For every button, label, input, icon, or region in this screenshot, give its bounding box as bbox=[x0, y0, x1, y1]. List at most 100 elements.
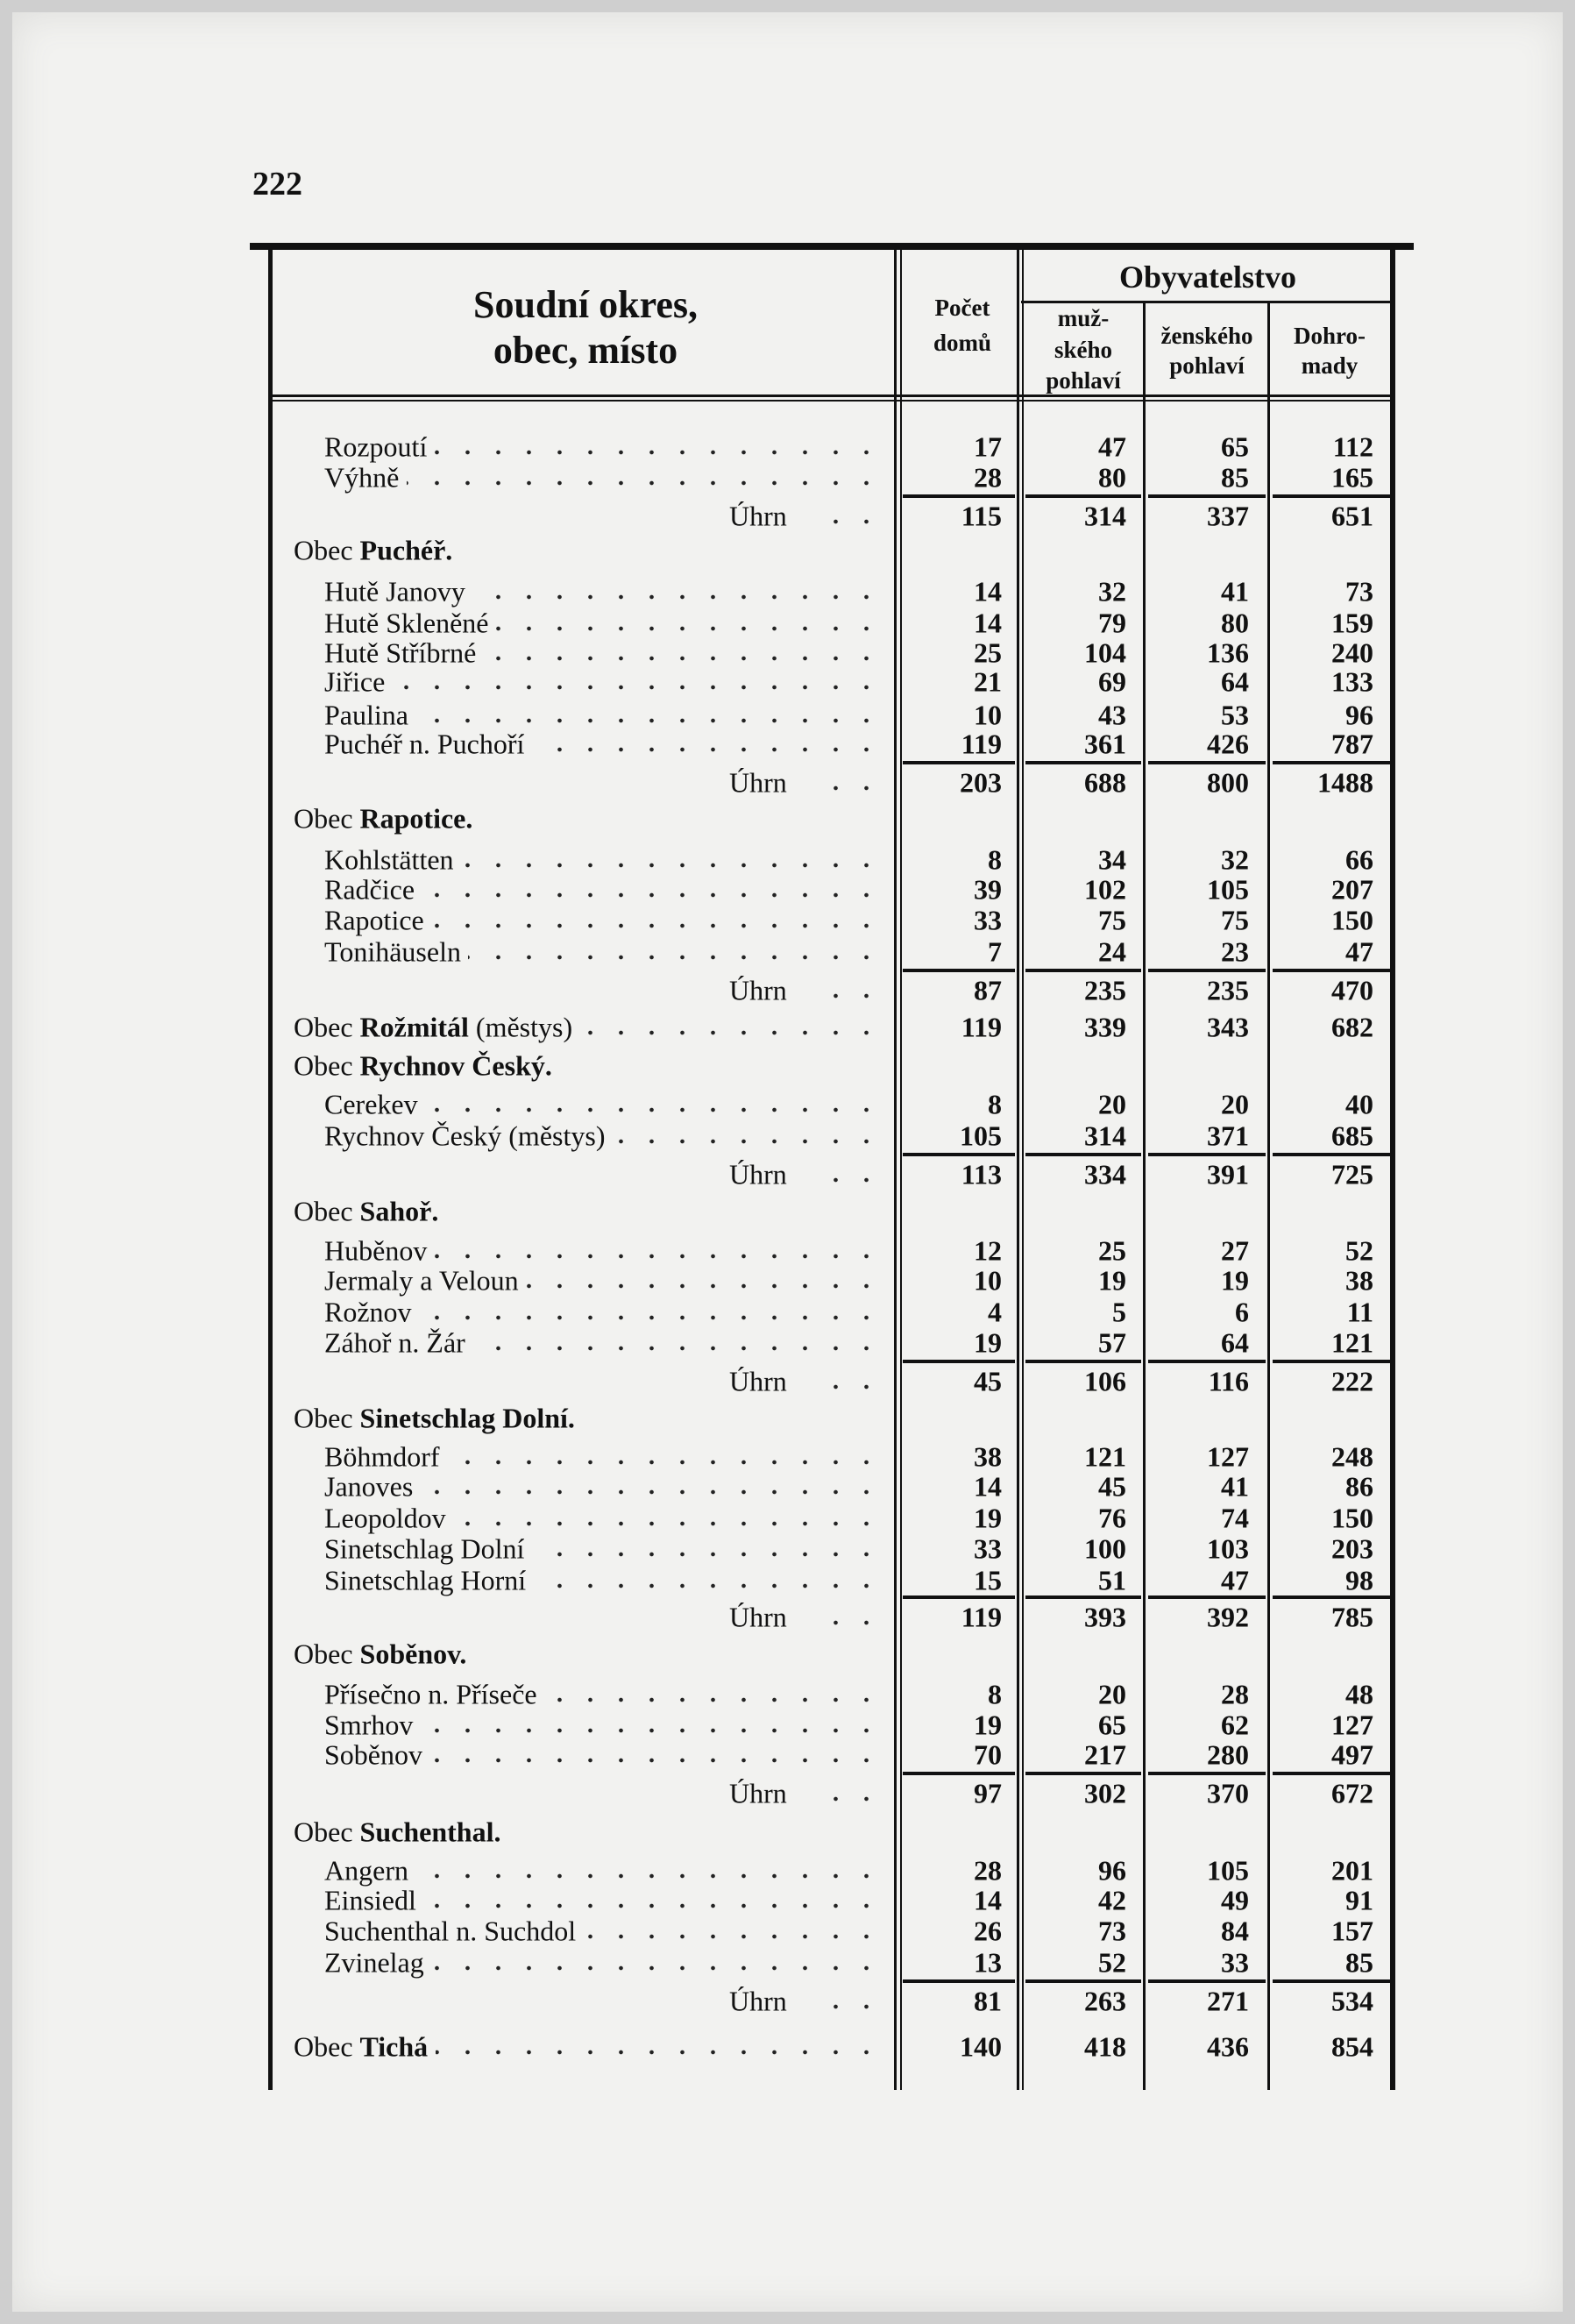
value-total: 40 bbox=[1345, 1088, 1373, 1120]
dot-leader bbox=[526, 1283, 882, 1289]
value-female: 426 bbox=[1207, 728, 1249, 760]
header-female-line1: ženského bbox=[1160, 323, 1253, 349]
value-female: 28 bbox=[1221, 1678, 1249, 1710]
sum-rule bbox=[1273, 1772, 1390, 1775]
value-houses: 38 bbox=[974, 1440, 1002, 1473]
value-houses: 87 bbox=[974, 974, 1002, 1006]
place-name: Janoves bbox=[324, 1470, 414, 1503]
header-bottom-rule bbox=[268, 394, 1395, 397]
value-houses: 81 bbox=[974, 1985, 1002, 2017]
value-houses: 113 bbox=[961, 1158, 1002, 1190]
place-name: Sinetschlag Dolní bbox=[324, 1532, 525, 1565]
municipality-heading: Obec Tichá bbox=[294, 2032, 428, 2060]
value-total: 96 bbox=[1345, 699, 1373, 731]
value-total: 672 bbox=[1331, 1777, 1373, 1809]
sum-rule bbox=[1025, 761, 1141, 764]
value-male: 339 bbox=[1084, 1011, 1126, 1043]
value-female: 32 bbox=[1221, 843, 1249, 876]
value-houses: 33 bbox=[974, 1532, 1002, 1565]
value-female: 20 bbox=[1221, 1088, 1249, 1120]
header-total-line1: Dohro- bbox=[1293, 323, 1366, 349]
value-female: 371 bbox=[1207, 1119, 1249, 1152]
value-houses: 105 bbox=[960, 1119, 1002, 1152]
value-houses: 4 bbox=[988, 1296, 1002, 1328]
dot-leader bbox=[393, 685, 882, 690]
place-name: Kohlstätten bbox=[324, 843, 454, 876]
value-male: 688 bbox=[1084, 766, 1126, 799]
value-male: 80 bbox=[1098, 461, 1126, 494]
municipality-heading: Obec Sinetschlag Dolní. bbox=[294, 1404, 575, 1432]
dot-leader bbox=[472, 1346, 882, 1351]
dot-leader bbox=[534, 1583, 882, 1588]
header-male-line2: ského bbox=[1054, 337, 1113, 363]
value-female: 75 bbox=[1221, 904, 1249, 936]
dot-leader bbox=[544, 1697, 882, 1702]
dot-leader bbox=[415, 718, 882, 723]
value-male: 65 bbox=[1098, 1709, 1126, 1741]
dot-leader bbox=[436, 2050, 882, 2055]
header-bottom-rule bbox=[268, 400, 1395, 402]
value-male: 96 bbox=[1098, 1854, 1126, 1887]
header-place-line1: Soudní okres, bbox=[473, 283, 698, 326]
value-female: 85 bbox=[1221, 461, 1249, 494]
dot-leader bbox=[435, 450, 882, 455]
dot-leader bbox=[496, 626, 882, 631]
value-male: 235 bbox=[1084, 974, 1126, 1006]
value-total: 73 bbox=[1345, 575, 1373, 608]
value-female: 271 bbox=[1207, 1985, 1249, 2017]
dot-leader bbox=[824, 1177, 882, 1183]
value-female: 19 bbox=[1221, 1264, 1249, 1297]
value-houses: 140 bbox=[960, 2030, 1002, 2063]
dot-leader bbox=[421, 1728, 882, 1733]
place-name: Soběnov bbox=[324, 1738, 422, 1771]
value-female: 116 bbox=[1208, 1365, 1249, 1397]
dot-leader bbox=[422, 892, 882, 898]
place-name: Zvinelag bbox=[324, 1946, 424, 1979]
dot-leader bbox=[824, 2004, 882, 2009]
value-houses: 97 bbox=[974, 1777, 1002, 1809]
place-name: Huběnov bbox=[324, 1234, 428, 1267]
value-male: 5 bbox=[1112, 1296, 1126, 1328]
value-houses: 8 bbox=[988, 843, 1002, 876]
value-female: 33 bbox=[1221, 1946, 1249, 1979]
dot-leader bbox=[421, 1489, 882, 1495]
municipality-prefix: Obec bbox=[294, 1195, 353, 1227]
value-houses: 115 bbox=[961, 500, 1002, 532]
sum-rule bbox=[1025, 1360, 1141, 1363]
municipality-prefix: Obec bbox=[294, 1816, 353, 1848]
value-houses: 19 bbox=[974, 1326, 1002, 1359]
value-female: 23 bbox=[1221, 935, 1249, 968]
value-total: 11 bbox=[1346, 1296, 1373, 1328]
value-female: 280 bbox=[1207, 1738, 1249, 1771]
municipality-name: Sinetschlag Dolní. bbox=[359, 1402, 575, 1434]
value-male: 302 bbox=[1084, 1777, 1126, 1809]
municipality-name: Rožmitál bbox=[359, 1011, 469, 1043]
value-female: 84 bbox=[1221, 1915, 1249, 1947]
value-total: 1488 bbox=[1317, 766, 1373, 799]
value-male: 45 bbox=[1098, 1470, 1126, 1503]
municipality-name: Puchéř. bbox=[359, 534, 453, 566]
dot-leader bbox=[429, 1758, 882, 1763]
dot-leader bbox=[419, 1315, 882, 1320]
sum-rule bbox=[903, 1153, 1015, 1156]
value-total: 66 bbox=[1345, 843, 1373, 876]
value-houses: 70 bbox=[974, 1738, 1002, 1771]
value-female: 62 bbox=[1221, 1709, 1249, 1741]
sum-rule bbox=[1273, 969, 1390, 972]
value-total: 157 bbox=[1331, 1915, 1373, 1947]
place-name: Cerekev bbox=[324, 1088, 418, 1120]
column-divider bbox=[1017, 248, 1019, 2090]
place-name: Rožnov bbox=[324, 1296, 412, 1328]
sum-label: Úhrn bbox=[729, 1365, 787, 1397]
sum-rule bbox=[903, 494, 1015, 498]
sum-rule bbox=[1273, 1360, 1390, 1363]
column-divider bbox=[1143, 302, 1146, 2090]
value-male: 361 bbox=[1084, 728, 1126, 760]
value-female: 136 bbox=[1207, 636, 1249, 669]
value-male: 20 bbox=[1098, 1678, 1126, 1710]
page-number: 222 bbox=[252, 166, 302, 203]
value-houses: 19 bbox=[974, 1502, 1002, 1534]
dot-leader bbox=[824, 1796, 882, 1802]
value-total: 48 bbox=[1345, 1678, 1373, 1710]
municipality-name: Sahoř. bbox=[359, 1195, 439, 1227]
